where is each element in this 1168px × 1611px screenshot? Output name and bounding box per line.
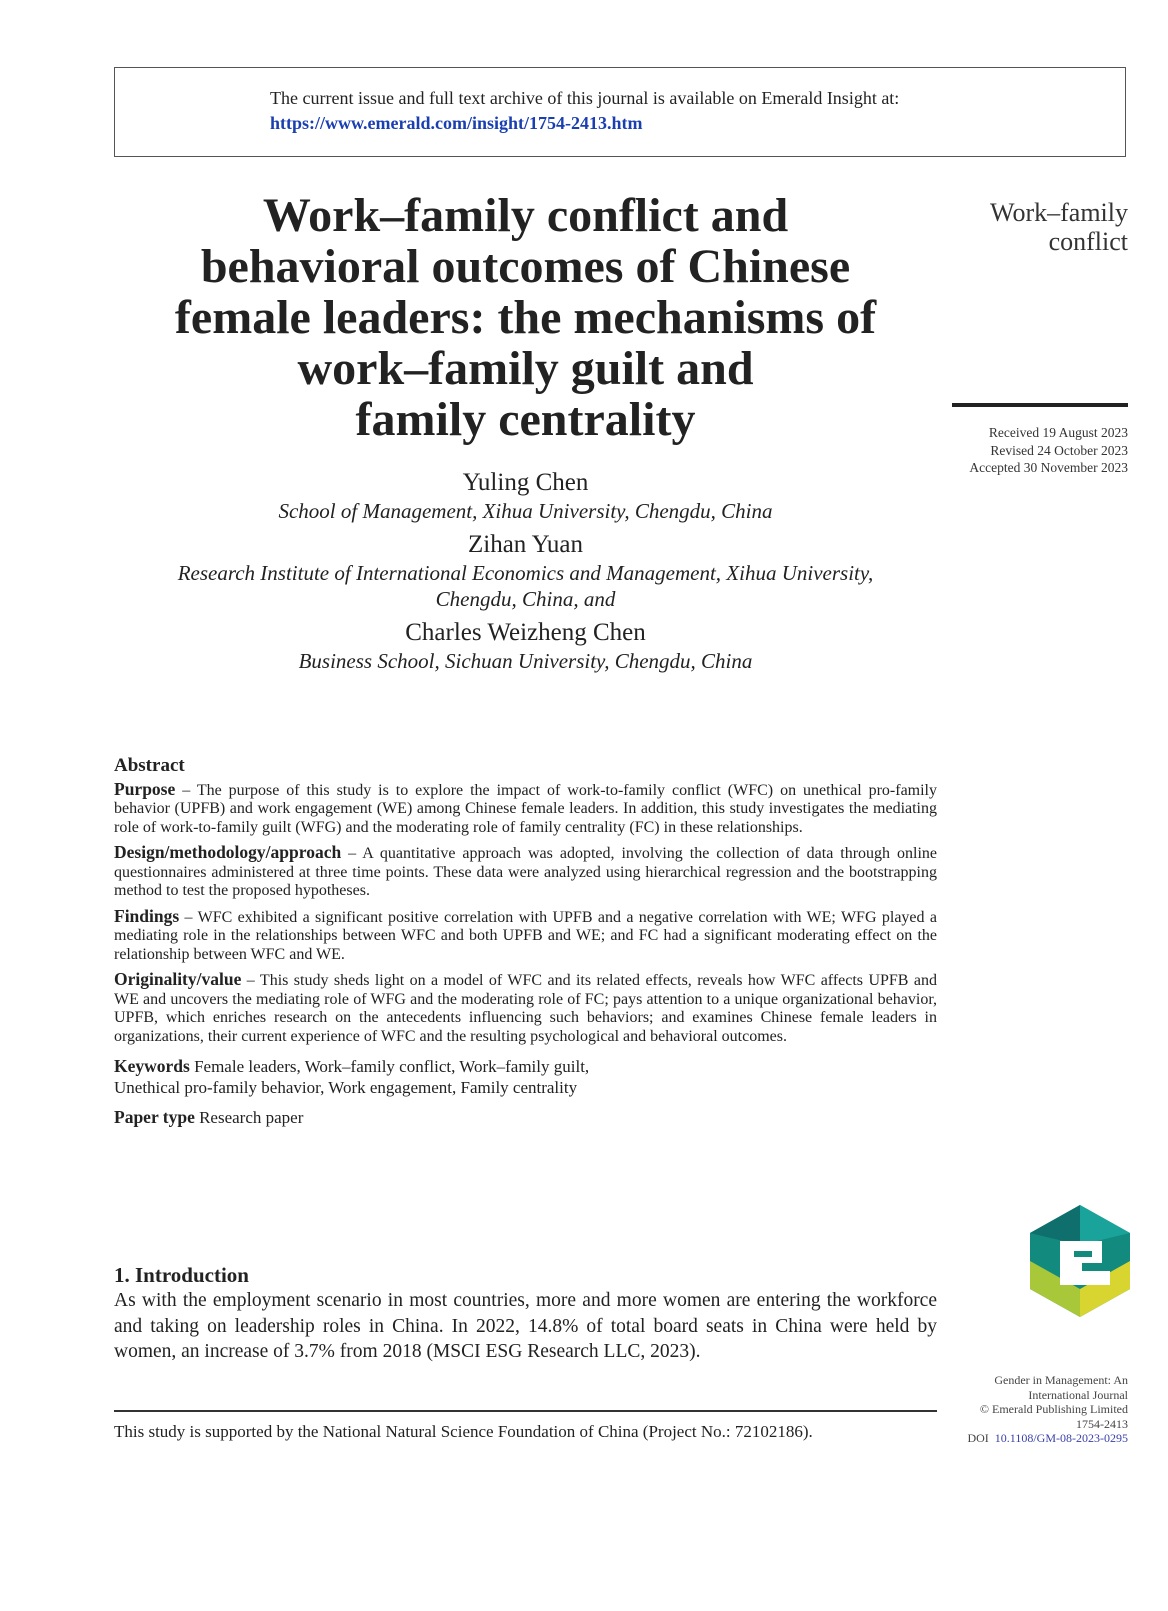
intro-paragraph: As with the employment scenario in most …: [114, 1290, 937, 1362]
received-date: Received 19 August 2023: [988, 425, 1128, 440]
journal-info: Gender in Management: An International J…: [967, 1373, 1128, 1446]
journal-url-link[interactable]: https://www.emerald.com/insight/1754-241…: [270, 113, 643, 133]
affiliation-line: School of Management, Xihua University, …: [278, 499, 773, 523]
paper-type: Paper type Research paper: [114, 1108, 937, 1128]
abstract-purpose: Purpose – The purpose of this study is t…: [114, 778, 937, 838]
doi-link[interactable]: 10.1108/GM-08-2023-0295: [994, 1431, 1128, 1445]
revised-date: Revised 24 October 2023: [990, 442, 1128, 458]
author-name: Zihan Yuan: [467, 531, 583, 558]
running-head: Work–family conflict: [990, 198, 1128, 256]
author-affiliation: Research Institute of International Econ…: [114, 560, 937, 612]
article-dates: Received 19 August 2023 Revised 24 Octob…: [969, 424, 1128, 477]
section-text: – A quantitative approach was adopted, i…: [114, 845, 937, 899]
footnote-divider: [114, 1410, 937, 1412]
abstract: Abstract Purpose – The purpose of this s…: [114, 755, 937, 1134]
section-label: Design/methodology/approach: [114, 842, 342, 862]
author-name: Charles Weizheng Chen: [405, 619, 646, 646]
emerald-logo-icon: [1030, 1205, 1130, 1317]
author-affiliation: Business School, Sichuan University, Che…: [114, 648, 937, 674]
keywords-text: Female leaders, Work–family conflict, Wo…: [189, 1057, 590, 1076]
affiliation-line: Business School, Sichuan University, Che…: [298, 649, 753, 673]
keywords-text: Unethical pro-family behavior, Work enga…: [114, 1078, 578, 1097]
running-head-line: conflict: [1048, 227, 1128, 256]
author-list: Yuling Chen School of Management, Xihua …: [114, 468, 937, 680]
title-line: behavioral outcomes of Chinese: [200, 240, 851, 293]
doi: DOI 10.1108/GM-08-2023-0295: [967, 1431, 1128, 1446]
author-name: Yuling Chen: [462, 469, 589, 496]
keywords: Keywords Female leaders, Work–family con…: [114, 1056, 937, 1098]
running-head-line: Work–family: [990, 198, 1128, 227]
accepted-date: Accepted 30 November 2023: [969, 460, 1128, 475]
section-text: – The purpose of this study is to explor…: [114, 781, 937, 836]
journal-name: International Journal: [1028, 1387, 1128, 1402]
title-line: female leaders: the mechanisms of: [174, 291, 877, 344]
affiliation-line: Chengdu, China, and: [435, 587, 616, 611]
funding-footnote: This study is supported by the National …: [114, 1422, 813, 1441]
abstract-findings: Findings – WFC exhibited a significant p…: [114, 905, 937, 965]
section-text: – WFC exhibited a significant positive c…: [114, 908, 937, 963]
journal-name: Gender in Management: An: [994, 1373, 1128, 1387]
section-label: Originality/value: [114, 969, 242, 989]
section-label: Findings: [114, 905, 180, 926]
paper-type-value: Research paper: [194, 1108, 304, 1127]
doi-label: DOI: [967, 1431, 989, 1445]
author-affiliation: School of Management, Xihua University, …: [114, 498, 937, 524]
abstract-originality: Originality/value – This study sheds lig…: [114, 970, 937, 1046]
keywords-label: Keywords: [114, 1056, 190, 1076]
issn: 1754-2413: [1076, 1416, 1128, 1431]
affiliation-line: Research Institute of International Econ…: [177, 561, 874, 585]
title-line: family centrality: [355, 393, 696, 446]
paper-type-label: Paper type: [114, 1107, 195, 1127]
publisher: © Emerald Publishing Limited: [979, 1402, 1128, 1416]
title-line: work–family guilt and: [297, 342, 754, 395]
section-text: – This study sheds light on a model of W…: [114, 972, 937, 1045]
article-title: Work–family conflict and behavioral outc…: [114, 190, 937, 445]
journal-availability-box: The current issue and full text archive …: [114, 67, 1126, 157]
introduction-section: 1. Introduction As with the employment s…: [114, 1262, 937, 1365]
section-label: Purpose: [114, 778, 176, 799]
abstract-heading: Abstract: [114, 755, 185, 776]
intro-heading: 1. Introduction: [114, 1263, 249, 1287]
title-line: Work–family conflict and: [262, 189, 789, 242]
availability-text: The current issue and full text archive …: [270, 88, 900, 108]
divider-bar: [952, 403, 1128, 407]
abstract-design: Design/methodology/approach – A quantita…: [114, 843, 937, 901]
